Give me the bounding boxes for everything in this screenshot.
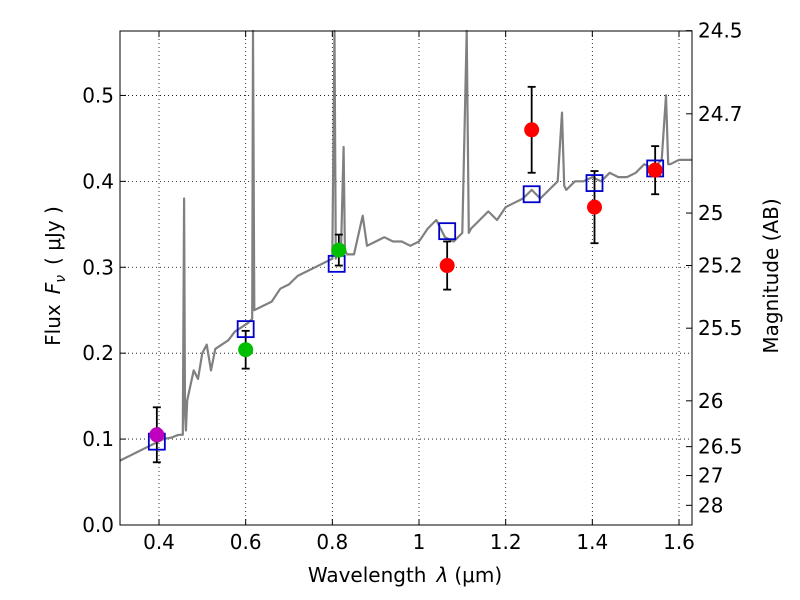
spectrum-series (119, 29, 692, 462)
x-tick-label: 1.4 (576, 530, 608, 554)
y-tick-label: 0.3 (82, 255, 114, 279)
x-tick-label: 0.8 (316, 530, 348, 554)
y2-tick-label: 28 (698, 493, 723, 517)
y-tick-label: 0.1 (82, 427, 114, 451)
model-point (585, 174, 604, 192)
error-bars (152, 85, 660, 464)
y-axis-label: FluxFν( μJy ) (41, 206, 69, 346)
y2-tick-label: 26 (698, 389, 723, 413)
y2-axis-label: Magnitude (AB) (759, 198, 783, 353)
observed-point (439, 258, 455, 274)
observed-point (149, 427, 165, 443)
x-tick-label: 1 (413, 530, 426, 554)
y2-tick-label: 25.2 (698, 254, 743, 278)
x-tick-label: 1.2 (490, 530, 522, 554)
x-tick-label: 1.6 (663, 530, 695, 554)
plot-frame (119, 30, 693, 526)
observed-points (149, 122, 663, 443)
y-tick-label: 0.4 (82, 169, 114, 193)
y-tick-label: 0.5 (82, 83, 114, 107)
x-tick-label: 0.6 (230, 530, 262, 554)
observed-point (587, 199, 602, 215)
model-point (236, 320, 255, 339)
x-axis-label: Wavelength λ (μm) (308, 563, 502, 587)
y-tick-label: 0.2 (82, 341, 114, 365)
observed-point (647, 162, 663, 178)
model-point (522, 185, 541, 204)
observed-point (524, 122, 540, 138)
y2-tick-label: 25.5 (698, 316, 743, 340)
y2-tick-label: 24.7 (698, 102, 743, 126)
observed-point (331, 242, 347, 258)
spectrum-line (119, 29, 692, 462)
model-point (438, 222, 457, 241)
axis-ticks: 0.4 0.6 0.8 1 1.2 1.4 1.6 0.0 0.1 0.2 0.3 0.4 0.5 24.… (82, 19, 742, 554)
observed-point (238, 342, 254, 358)
y2-tick-label: 27 (698, 464, 723, 488)
y-tick-label: 0.0 (82, 513, 114, 537)
y2-tick-label: 26.5 (698, 435, 743, 459)
y2-tick-label: 25 (698, 201, 723, 225)
grid (120, 31, 692, 526)
y2-tick-label: 24.5 (698, 19, 743, 43)
x-tick-label: 0.4 (143, 530, 175, 554)
model-points (147, 159, 665, 451)
